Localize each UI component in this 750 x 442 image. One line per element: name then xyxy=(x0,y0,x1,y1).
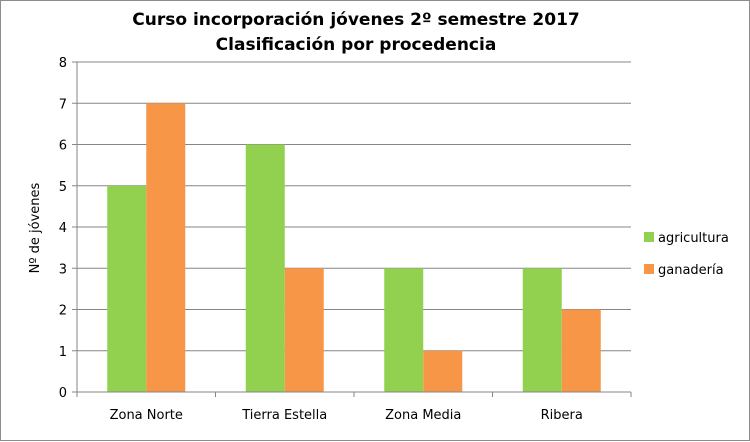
y-tick-label: 3 xyxy=(59,262,67,277)
y-tick-label: 2 xyxy=(59,304,67,319)
bar-agricultura-ribera xyxy=(522,268,562,392)
bar-ganadería-zona-norte xyxy=(146,103,186,392)
y-tick-label: 4 xyxy=(59,221,67,236)
chart-subtitle: Clasificación por procedencia xyxy=(216,35,497,55)
bar-agricultura-zona-media xyxy=(384,268,424,392)
bar-ganadería-ribera xyxy=(561,309,601,392)
x-tick-label: Zona Norte xyxy=(110,408,183,423)
x-tick-label: Zona Media xyxy=(385,408,461,423)
axes: 0 1 2 3 4 5 6 7 8 Zona Norte Tierra Estella Zona Me… xyxy=(59,56,632,423)
y-tick-label: 8 xyxy=(59,56,67,71)
legend: agricultura ganadería xyxy=(644,231,729,278)
legend-swatch-agricultura xyxy=(644,232,654,242)
y-tick-label: 6 xyxy=(59,139,67,154)
x-tick-label: Tierra Estella xyxy=(241,408,327,423)
bar-ganadería-tierra-estella xyxy=(284,268,324,392)
y-tick-label: 7 xyxy=(59,97,67,112)
y-axis-label: Nº de jóvenes xyxy=(28,182,43,273)
chart-title: Curso incorporación jóvenes 2º semestre … xyxy=(132,10,579,30)
bar-agricultura-zona-norte xyxy=(107,185,147,392)
bar-ganadería-zona-media xyxy=(423,350,463,392)
legend-swatch-ganadería xyxy=(644,264,654,274)
bars xyxy=(107,103,601,392)
y-tick-label: 1 xyxy=(59,345,67,360)
bar-agricultura-tierra-estella xyxy=(245,144,285,392)
x-tick-label: Ribera xyxy=(541,408,583,423)
y-tick-label: 5 xyxy=(59,180,67,195)
legend-label-ganadería: ganadería xyxy=(658,263,724,278)
legend-label-agricultura: agricultura xyxy=(658,231,729,246)
y-tick-label: 0 xyxy=(59,386,67,401)
